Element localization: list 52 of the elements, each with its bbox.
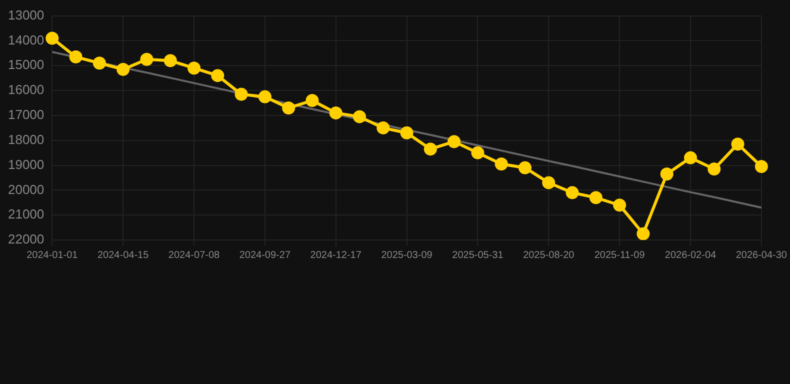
y-tick-label: 17000	[8, 107, 44, 122]
x-tick-label: 2024-07-08	[168, 250, 220, 261]
point	[731, 138, 744, 151]
point	[566, 186, 579, 200]
point	[140, 52, 154, 66]
point	[376, 121, 390, 134]
point	[613, 198, 626, 212]
y-tick-label: 21000	[8, 206, 44, 222]
point	[306, 94, 319, 107]
x-tick-label: 2025-11-09	[594, 250, 646, 261]
y-tick-label: 14000	[8, 32, 44, 48]
x-tick-label: 2025-03-09	[381, 250, 433, 261]
x-tick-label: 2024-09-27	[239, 250, 291, 261]
point	[282, 101, 296, 114]
point	[754, 160, 768, 174]
point	[234, 88, 248, 101]
point	[258, 90, 272, 104]
point	[636, 227, 650, 240]
point	[518, 161, 532, 174]
point	[211, 69, 224, 82]
point	[329, 106, 342, 120]
x-tick-label: 2026-04-30	[736, 250, 788, 261]
x-tick-label: 2025-05-31	[452, 250, 504, 261]
point	[69, 50, 82, 64]
point	[188, 62, 201, 75]
x-tick-label: 2026-02-04	[664, 250, 717, 261]
point	[471, 146, 484, 160]
point	[660, 167, 674, 180]
point	[424, 142, 437, 156]
point	[400, 126, 414, 140]
point	[684, 151, 697, 164]
y-tick-label: 16000	[8, 82, 44, 98]
x-tick-label: 2024-12-17	[310, 250, 362, 261]
point	[589, 191, 602, 204]
x-tick-label: 2024-04-15	[98, 250, 150, 261]
y-tick-label: 22000	[8, 232, 44, 247]
point	[92, 56, 106, 70]
point	[542, 176, 556, 190]
point	[353, 110, 366, 124]
y-tick-label: 18000	[8, 132, 44, 147]
y-tick-label: 13000	[8, 7, 44, 22]
point	[46, 32, 59, 45]
point	[708, 162, 721, 176]
point	[116, 62, 130, 76]
point	[448, 135, 461, 148]
y-tick-label: 15000	[8, 57, 44, 72]
x-tick-label: 2025-08-20	[523, 250, 575, 261]
y-tick-label: 19000	[8, 156, 44, 172]
x-tick-label: 2024-01-01	[26, 250, 78, 261]
point	[494, 158, 508, 171]
point	[164, 54, 177, 68]
y-tick-label: 20000	[8, 182, 44, 197]
